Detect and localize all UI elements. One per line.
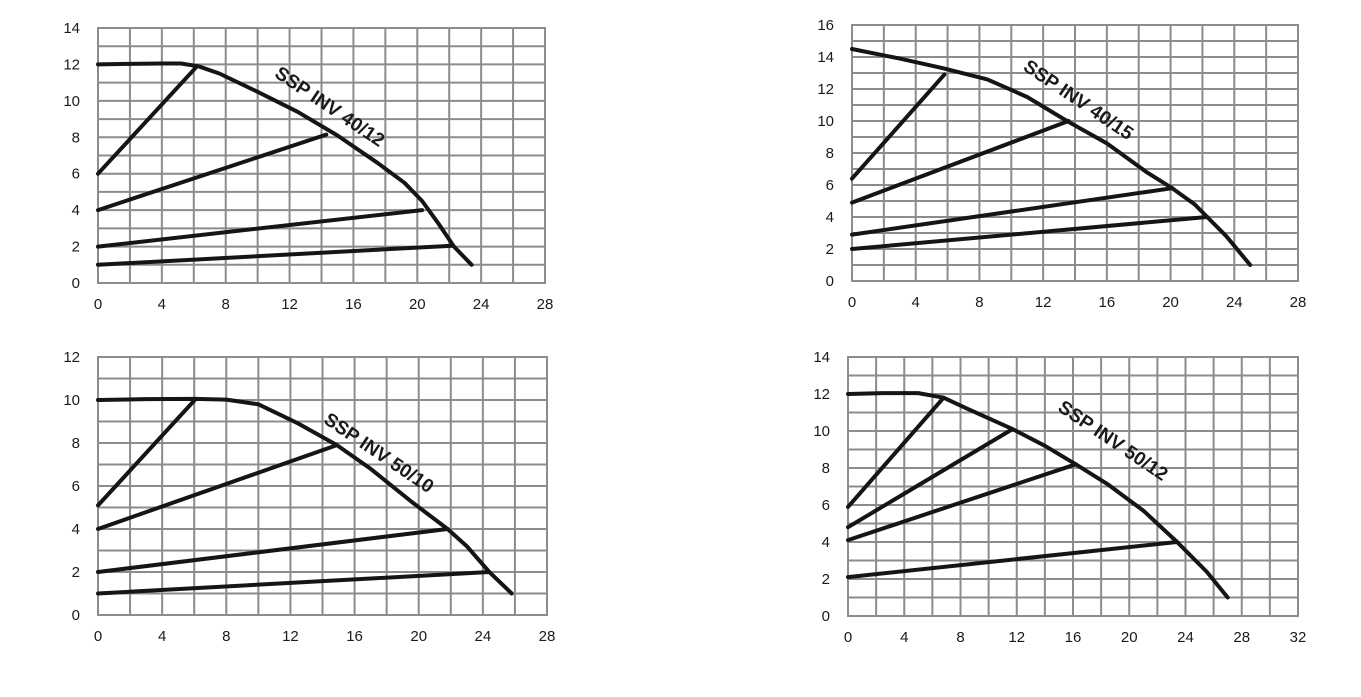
y-tick-label: 12: [63, 349, 80, 366]
x-tick-label: 8: [975, 294, 983, 311]
speed-curve: [846, 427, 1015, 530]
x-tick-label: 12: [281, 296, 298, 313]
x-tick-label: 24: [1177, 629, 1194, 646]
speed-curve: [96, 64, 199, 176]
x-tick-label: 4: [158, 628, 166, 645]
x-tick-label: 16: [1099, 294, 1116, 311]
y-tick-label: 0: [72, 275, 80, 292]
y-tick-label: 4: [72, 521, 80, 538]
x-tick-label: 24: [475, 628, 492, 645]
x-tick-label: 8: [956, 629, 964, 646]
y-tick-label: 4: [826, 209, 834, 226]
y-tick-label: 16: [817, 17, 834, 34]
x-tick-label: 8: [222, 296, 230, 313]
y-tick-label: 4: [822, 534, 830, 551]
y-tick-label: 8: [72, 435, 80, 452]
x-tick-label: 24: [473, 296, 490, 313]
y-tick-label: 14: [817, 49, 834, 66]
y-tick-label: 6: [72, 478, 80, 495]
x-tick-label: 0: [844, 629, 852, 646]
speed-curve: [850, 186, 1175, 237]
x-tick-label: 28: [1290, 294, 1307, 311]
speed-curve: [96, 208, 425, 249]
x-tick-label: 32: [1290, 629, 1307, 646]
speed-curve: [96, 396, 198, 508]
x-tick-label: 28: [539, 628, 556, 645]
speed-curve: [96, 132, 329, 213]
x-tick-label: 4: [912, 294, 920, 311]
x-tick-label: 16: [1065, 629, 1082, 646]
y-tick-label: 0: [826, 273, 834, 290]
y-tick-label: 10: [63, 392, 80, 409]
speed-curve: [850, 119, 1071, 205]
y-tick-label: 2: [822, 571, 830, 588]
x-tick-label: 28: [537, 296, 554, 313]
y-tick-label: 6: [822, 497, 830, 514]
plot-frame: [847, 356, 1299, 617]
y-tick-label: 10: [817, 113, 834, 130]
speed-curve: [96, 527, 450, 574]
speed-curve: [846, 540, 1180, 580]
chart-label: SSP INV 50/12: [1054, 397, 1171, 486]
y-tick-label: 14: [813, 349, 830, 366]
y-tick-label: 8: [822, 460, 830, 477]
x-tick-label: 12: [1008, 629, 1025, 646]
plot-frame: [97, 27, 546, 284]
y-tick-label: 6: [72, 166, 80, 183]
y-tick-label: 4: [72, 202, 80, 219]
x-tick-label: 0: [94, 628, 102, 645]
y-tick-label: 2: [72, 239, 80, 256]
grid: [847, 356, 1299, 617]
x-tick-label: 0: [848, 294, 856, 311]
speed-curve: [850, 72, 947, 181]
speed-curve: [96, 570, 492, 596]
grid: [97, 356, 548, 616]
y-tick-label: 6: [826, 177, 834, 194]
x-tick-label: 16: [346, 628, 363, 645]
x-tick-label: 12: [282, 628, 299, 645]
y-tick-label: 12: [813, 386, 830, 403]
x-tick-label: 24: [1226, 294, 1243, 311]
y-tick-label: 2: [826, 241, 834, 258]
speed-curve: [846, 395, 946, 509]
x-tick-label: 20: [1162, 294, 1179, 311]
y-tick-label: 10: [813, 423, 830, 440]
y-tick-label: 0: [822, 608, 830, 625]
speed-curve: [850, 215, 1210, 251]
x-tick-label: 8: [222, 628, 230, 645]
x-tick-label: 20: [410, 628, 427, 645]
y-tick-label: 8: [72, 129, 80, 146]
plot-frame: [97, 356, 548, 616]
y-tick-label: 12: [817, 81, 834, 98]
y-tick-label: 10: [63, 93, 80, 110]
speed-curve: [96, 243, 455, 267]
y-tick-label: 14: [63, 20, 80, 37]
x-tick-label: 0: [94, 296, 102, 313]
y-tick-label: 8: [826, 145, 834, 162]
grid: [97, 27, 546, 284]
x-tick-label: 16: [345, 296, 362, 313]
x-tick-label: 4: [900, 629, 908, 646]
x-tick-label: 4: [158, 296, 166, 313]
x-tick-label: 20: [1121, 629, 1138, 646]
x-tick-label: 28: [1233, 629, 1250, 646]
y-tick-label: 2: [72, 564, 80, 581]
speed-curve: [96, 443, 339, 531]
y-tick-label: 0: [72, 607, 80, 624]
x-tick-label: 20: [409, 296, 426, 313]
x-tick-label: 12: [1035, 294, 1052, 311]
y-tick-label: 12: [63, 56, 80, 73]
plot-frame: [851, 24, 1299, 282]
speed-curve: [846, 462, 1078, 543]
pump-curve: [96, 61, 474, 267]
